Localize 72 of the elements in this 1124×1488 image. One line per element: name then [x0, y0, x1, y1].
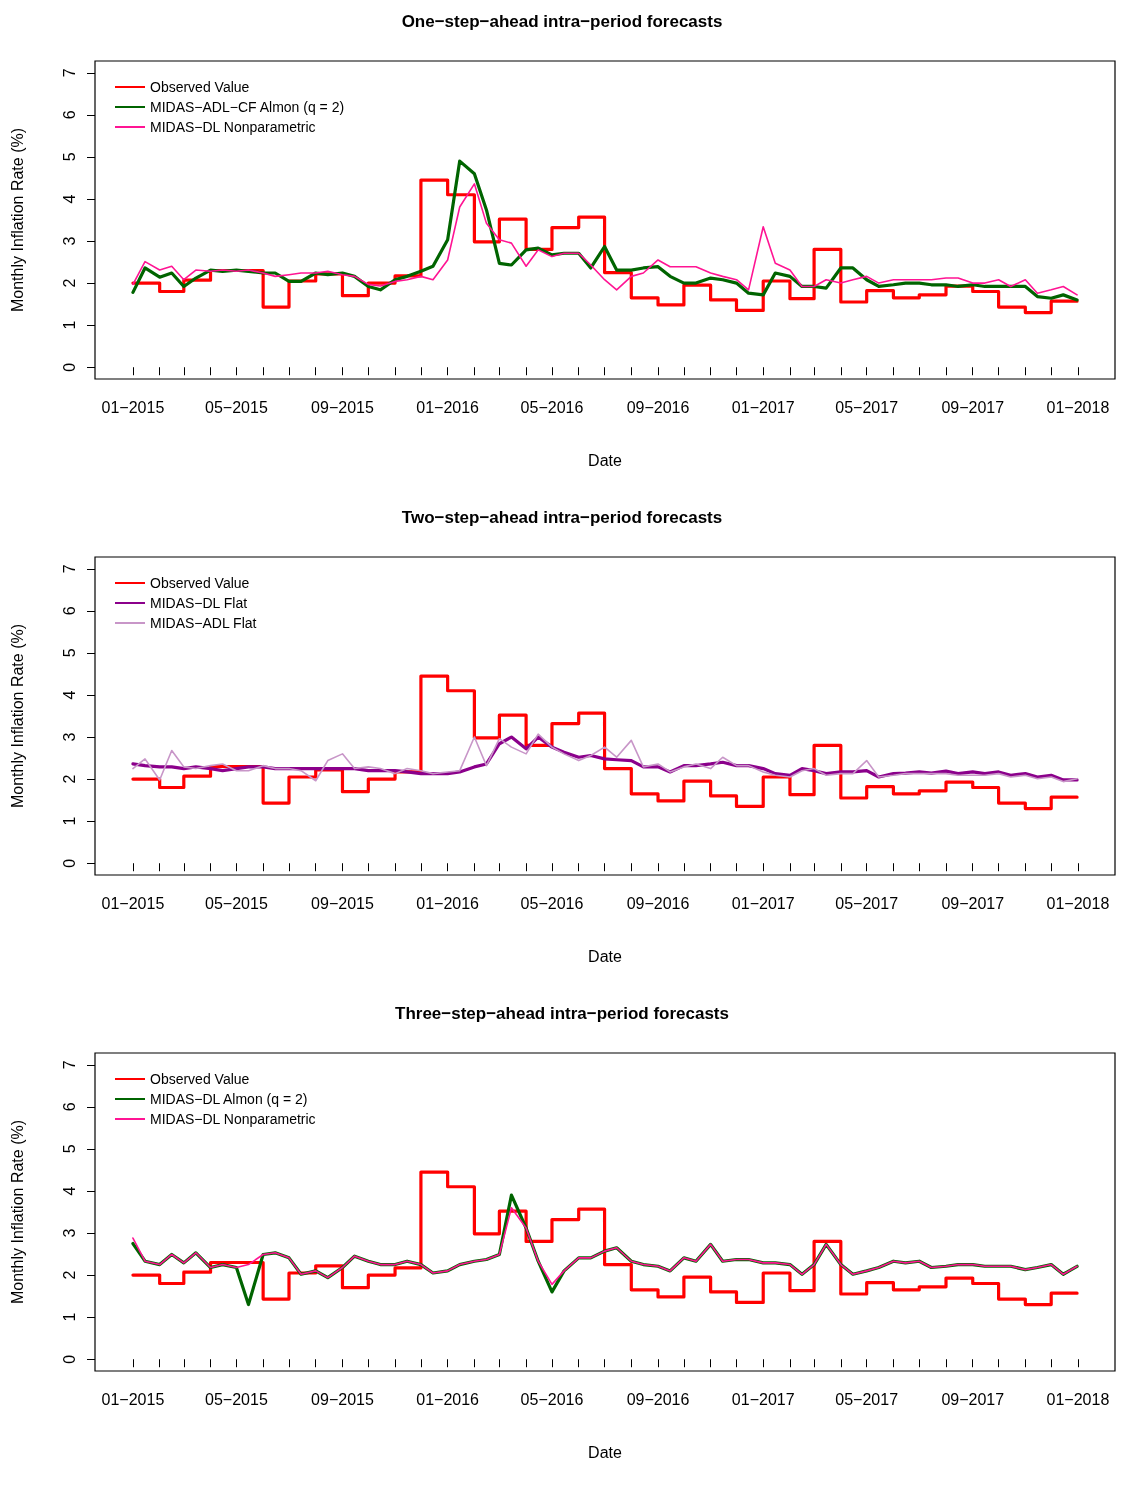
y-tick-label: 4 — [60, 1186, 78, 1196]
x-tick-label: 01−2017 — [731, 398, 795, 416]
x-axis-title: Date — [588, 947, 622, 965]
y-tick-label: 4 — [60, 690, 78, 700]
y-tick-label: 2 — [60, 1270, 78, 1280]
y-tick-label: 0 — [60, 858, 78, 868]
x-tick-label: 09−2017 — [941, 894, 1005, 912]
legend-label: Observed Value — [150, 575, 250, 591]
y-tick-label: 4 — [60, 194, 78, 204]
y-axis-title: Monthly Inflation Rate (%) — [8, 127, 26, 313]
y-tick-label: 6 — [60, 1102, 78, 1112]
y-tick-label: 2 — [60, 774, 78, 784]
x-tick-label: 05−2017 — [835, 1390, 899, 1408]
y-tick-label: 1 — [60, 1312, 78, 1322]
x-tick-label: 05−2017 — [835, 398, 899, 416]
legend-label: MIDAS−DL Nonparametric — [150, 119, 316, 135]
legend-label: MIDAS−ADL−CF Almon (q = 2) — [150, 99, 345, 115]
legend-label: Observed Value — [150, 1071, 250, 1087]
y-tick-label: 1 — [60, 816, 78, 826]
x-tick-label: 05−2015 — [205, 894, 268, 912]
y-tick-label: 7 — [60, 564, 78, 574]
x-axis-title: Date — [588, 451, 622, 469]
y-tick-label: 5 — [60, 1144, 78, 1154]
x-tick-label: 01−2015 — [101, 1390, 165, 1408]
y-axis-title: Monthly Inflation Rate (%) — [8, 623, 26, 809]
x-tick-label: 01−2018 — [1046, 1390, 1110, 1408]
legend-label: MIDAS−DL Nonparametric — [150, 1111, 316, 1127]
y-tick-label: 6 — [60, 606, 78, 616]
legend-label: MIDAS−DL Almon (q = 2) — [150, 1091, 308, 1107]
y-axis-title: Monthly Inflation Rate (%) — [8, 1119, 26, 1305]
x-tick-label: 05−2016 — [520, 894, 584, 912]
x-tick-label: 05−2015 — [205, 398, 268, 416]
x-tick-label: 01−2015 — [101, 894, 165, 912]
chart-title: Three−step−ahead intra−period forecasts — [395, 1004, 729, 1023]
y-tick-label: 0 — [60, 362, 78, 372]
x-tick-label: 01−2016 — [416, 894, 480, 912]
legend-label: MIDAS−ADL Flat — [150, 615, 257, 631]
y-tick-label: 3 — [60, 236, 78, 246]
y-tick-label: 3 — [60, 732, 78, 742]
x-tick-label: 09−2015 — [311, 398, 374, 416]
legend-label: Observed Value — [150, 79, 250, 95]
x-tick-label: 09−2016 — [626, 1390, 690, 1408]
x-tick-label: 05−2016 — [520, 1390, 584, 1408]
x-tick-label: 01−2017 — [731, 894, 795, 912]
x-tick-label: 01−2018 — [1046, 398, 1110, 416]
x-tick-label: 01−2017 — [731, 1390, 795, 1408]
x-tick-label: 01−2016 — [416, 1390, 480, 1408]
x-tick-label: 09−2016 — [626, 398, 690, 416]
y-tick-label: 5 — [60, 648, 78, 658]
x-tick-label: 09−2017 — [941, 1390, 1005, 1408]
legend-label: MIDAS−DL Flat — [150, 595, 248, 611]
y-tick-label: 2 — [60, 278, 78, 288]
x-tick-label: 09−2017 — [941, 398, 1005, 416]
y-tick-label: 7 — [60, 68, 78, 78]
x-tick-label: 05−2017 — [835, 894, 899, 912]
x-tick-label: 05−2015 — [205, 1390, 268, 1408]
y-tick-label: 7 — [60, 1060, 78, 1070]
x-tick-label: 09−2016 — [626, 894, 690, 912]
x-axis-title: Date — [588, 1443, 622, 1461]
y-tick-label: 6 — [60, 110, 78, 120]
x-tick-label: 09−2015 — [311, 894, 374, 912]
x-tick-label: 01−2016 — [416, 398, 480, 416]
chart-title: Two−step−ahead intra−period forecasts — [401, 508, 723, 527]
x-tick-label: 05−2016 — [520, 398, 584, 416]
y-tick-label: 0 — [60, 1354, 78, 1364]
y-tick-label: 1 — [60, 320, 78, 330]
y-tick-label: 5 — [60, 152, 78, 162]
x-tick-label: 09−2015 — [311, 1390, 374, 1408]
chart-title: One−step−ahead intra−period forecasts — [401, 12, 723, 31]
y-tick-label: 3 — [60, 1228, 78, 1238]
x-tick-label: 01−2015 — [101, 398, 165, 416]
x-tick-label: 01−2018 — [1046, 894, 1110, 912]
